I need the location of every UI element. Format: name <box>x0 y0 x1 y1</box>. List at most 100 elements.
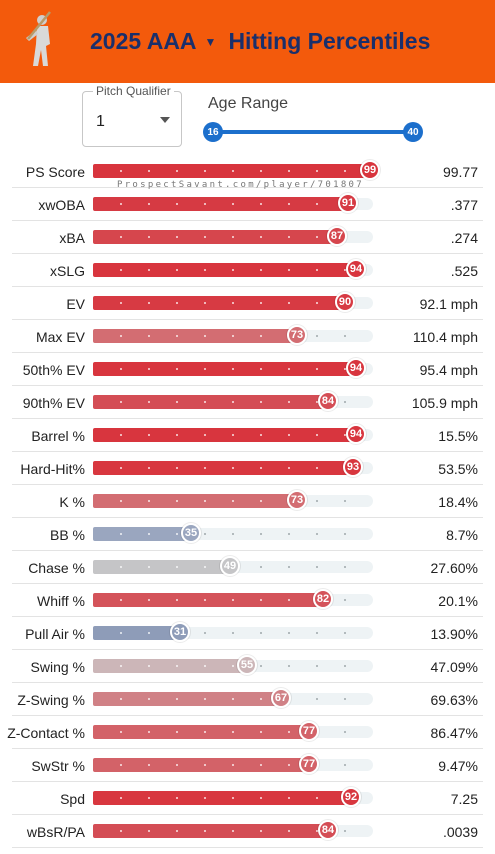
tick-dot <box>232 368 234 370</box>
tick-dot <box>260 632 262 634</box>
tick-dot <box>120 467 122 469</box>
metric-value: 15.5% <box>438 428 478 444</box>
tick-dot <box>260 764 262 766</box>
tick-dot <box>316 401 318 403</box>
tick-dot <box>232 302 234 304</box>
tick-dot <box>148 434 150 436</box>
percentile-badge: 73 <box>287 490 307 510</box>
tick-dot <box>344 269 346 271</box>
row-divider <box>12 715 483 716</box>
tick-dot <box>260 302 262 304</box>
metric-label: EV <box>66 296 85 312</box>
tick-dot <box>120 269 122 271</box>
metric-row: PS Score 99 99.77 <box>0 155 495 188</box>
tick-dot <box>204 401 206 403</box>
percentile-badge: 82 <box>313 589 333 609</box>
metric-row: Max EV 73 110.4 mph <box>0 320 495 353</box>
tick-dots <box>93 698 373 700</box>
season-level-selector[interactable]: 2025 AAA <box>90 28 197 54</box>
chevron-down-icon[interactable]: ▼ <box>204 34 217 49</box>
percentile-badge: 93 <box>343 457 363 477</box>
percentile-bar <box>93 395 328 409</box>
metric-value: 53.5% <box>438 461 478 477</box>
age-range-slider-track[interactable] <box>212 130 414 134</box>
tick-dot <box>344 599 346 601</box>
tick-dot <box>316 335 318 337</box>
tick-dot <box>204 236 206 238</box>
percentile-bar <box>93 725 309 739</box>
row-divider <box>12 352 483 353</box>
tick-dot <box>344 731 346 733</box>
tick-dot <box>316 533 318 535</box>
tick-dot <box>120 500 122 502</box>
tick-dot <box>148 698 150 700</box>
pitch-qualifier-select[interactable]: Pitch Qualifier 1 <box>82 84 182 147</box>
tick-dot <box>260 368 262 370</box>
age-range-min-thumb[interactable]: 16 <box>203 122 223 142</box>
metric-label: xBA <box>59 230 85 246</box>
metric-value: .377 <box>450 197 478 213</box>
age-range-max-thumb[interactable]: 40 <box>403 122 423 142</box>
tick-dot <box>232 467 234 469</box>
metric-label: BB % <box>49 527 85 543</box>
pitch-qualifier-value[interactable]: 1 <box>96 113 105 130</box>
tick-dot <box>176 599 178 601</box>
tick-dot <box>316 269 318 271</box>
tick-dot <box>260 599 262 601</box>
tick-dot <box>148 236 150 238</box>
tick-dot <box>232 764 234 766</box>
tick-dot <box>260 830 262 832</box>
percentile-badge: 55 <box>237 655 257 675</box>
metric-label: Chase % <box>28 560 85 576</box>
row-divider <box>12 385 483 386</box>
tick-dot <box>232 797 234 799</box>
percentile-badge: 67 <box>271 688 291 708</box>
tick-dot <box>344 566 346 568</box>
tick-dot <box>176 500 178 502</box>
tick-dot <box>120 170 122 172</box>
tick-dot <box>288 830 290 832</box>
tick-dot <box>148 599 150 601</box>
tick-dots <box>93 434 373 436</box>
tick-dot <box>260 797 262 799</box>
percentile-badge: 94 <box>346 358 366 378</box>
metric-row: 90th% EV 84 105.9 mph <box>0 386 495 419</box>
tick-dot <box>344 500 346 502</box>
metric-row: xBA 87 .274 <box>0 221 495 254</box>
tick-dot <box>148 302 150 304</box>
percentile-badge: 77 <box>299 721 319 741</box>
tick-dot <box>316 632 318 634</box>
percentile-badge: 84 <box>318 820 338 840</box>
tick-dot <box>344 170 346 172</box>
tick-dots <box>93 731 373 733</box>
metric-value: .0039 <box>442 824 478 840</box>
percentile-badge: 90 <box>335 292 355 312</box>
tick-dot <box>148 335 150 337</box>
filter-controls: Pitch Qualifier 1 Age Range 16 40 <box>0 83 495 155</box>
tick-dot <box>176 566 178 568</box>
percentile-bar <box>93 560 230 574</box>
tick-dot <box>120 236 122 238</box>
tick-dot <box>120 731 122 733</box>
tick-dot <box>344 401 346 403</box>
metric-value: 27.60% <box>430 560 478 576</box>
metric-label: K % <box>59 494 85 510</box>
percentile-badge: 77 <box>299 754 319 774</box>
metric-value: 7.25 <box>450 791 478 807</box>
tick-dot <box>204 797 206 799</box>
dropdown-arrow-icon[interactable] <box>160 117 170 123</box>
metric-label: xSLG <box>49 263 85 279</box>
metric-label: Z-Swing % <box>17 692 85 708</box>
percentile-bar <box>93 824 328 838</box>
tick-dot <box>232 434 234 436</box>
metric-value: .525 <box>450 263 478 279</box>
tick-dot <box>148 467 150 469</box>
tick-dot <box>148 401 150 403</box>
tick-dot <box>232 698 234 700</box>
tick-dots <box>93 632 373 634</box>
metric-label: 50th% EV <box>22 362 85 378</box>
tick-dots <box>93 203 373 205</box>
tick-dot <box>148 632 150 634</box>
tick-dot <box>176 698 178 700</box>
metric-value: 69.63% <box>430 692 478 708</box>
